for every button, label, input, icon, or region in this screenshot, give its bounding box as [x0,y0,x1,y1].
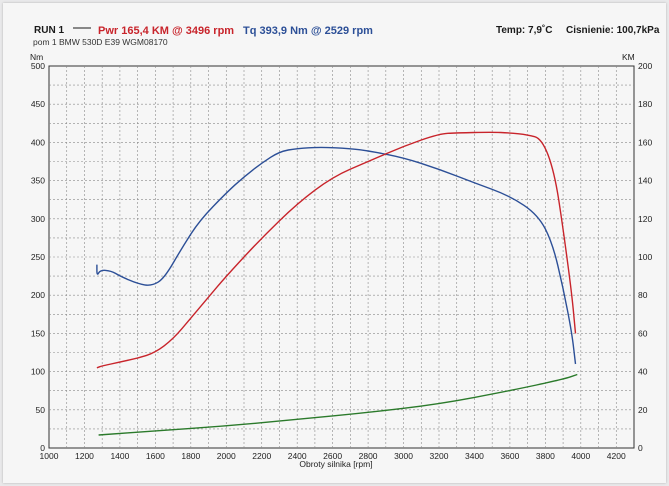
torque-summary: Tq 393,9 Nm @ 2529 rpm [243,25,373,37]
x-tick-label: 4000 [571,451,590,461]
y-left-tick-label: 250 [31,252,45,262]
y-left-tick-label: 450 [31,99,45,109]
y-left-tick-label: 300 [31,214,45,224]
y-right-tick-label: 160 [638,137,652,147]
x-tick-label: 3800 [536,451,555,461]
y-right-tick-label: 40 [638,367,648,377]
y-axis-right-label: KM [622,52,635,62]
x-tick-label: 1200 [75,451,94,461]
temperature-readout: Temp: 7,9˚C [496,25,553,36]
x-axis-label: Obroty silnika [rpm] [299,459,372,469]
x-tick-label: 3000 [394,451,413,461]
x-tick-label: 2400 [288,451,307,461]
y-left-tick-label: 400 [31,137,45,147]
x-tick-label: 3200 [430,451,449,461]
y-axis-left-label: Nm [30,52,43,62]
y-left-tick-label: 350 [31,176,45,186]
power-curve [96,131,577,369]
y-right-tick-label: 80 [638,290,648,300]
run-label: RUN 1 [34,25,65,36]
x-tick-label: 2200 [252,451,271,461]
x-tick-label: 1600 [146,451,165,461]
torque-curve [96,146,577,365]
x-tick-label: 1400 [110,451,129,461]
x-tick-label: 1800 [181,451,200,461]
y-right-tick-label: 60 [638,328,648,338]
y-left-tick-label: 500 [31,61,45,71]
power-legend-swatch [73,27,91,29]
y-left-tick-label: 200 [31,290,45,300]
y-right-tick-label: 20 [638,405,648,415]
y-right-tick-label: 120 [638,214,652,224]
grid [48,65,635,449]
x-tick-label: 2800 [359,451,378,461]
y-left-tick-label: 0 [40,443,45,453]
x-tick-label: 3600 [500,451,519,461]
x-tick-label: 2600 [323,451,342,461]
x-tick-label: 4200 [607,451,626,461]
y-right-tick-label: 200 [638,61,652,71]
vehicle-label: pom 1 BMW 530D E39 WGM08170 [33,37,168,47]
y-left-tick-label: 50 [36,405,46,415]
loss-curve [98,373,578,436]
y-right-tick-label: 140 [638,176,652,186]
pressure-readout: Cisnienie: 100,7kPa [566,25,660,36]
dyno-sheet: RUN 1 Pwr 165,4 KM @ 3496 rpm Tq 393,9 N… [3,3,666,483]
series-lines [96,131,578,436]
y-left-tick-label: 100 [31,367,45,377]
y-left-tick-label: 150 [31,328,45,338]
y-right-tick-label: 180 [638,99,652,109]
y-right-tick-label: 0 [638,443,643,453]
power-legend-line [73,23,93,36]
x-tick-label: 1000 [40,451,59,461]
x-tick-label: 2000 [217,451,236,461]
x-tick-label: 3400 [465,451,484,461]
power-summary: Pwr 165,4 KM @ 3496 rpm [98,25,235,37]
y-right-tick-label: 100 [638,252,652,262]
axis-ticks: 1000 1200 1400 1600 1800 2000 2200 2400 2600 2800… [31,61,653,461]
